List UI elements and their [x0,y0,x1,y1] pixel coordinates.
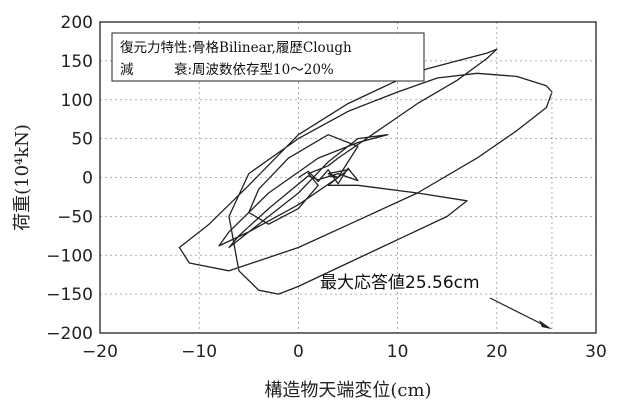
annotation-line-1: 復元力特性:骨格Bilinear,履歴Clough [120,39,352,56]
callout-arrow [489,297,549,328]
y-tick-label: 0 [82,169,93,189]
x-tick-labels: −20 −10 0 10 20 30 [82,342,607,362]
y-tick-label: 50 [71,130,93,150]
x-tick-label: 0 [293,342,304,362]
y-tick-labels: 200 150 100 50 0 −50 −100 −150 −200 [46,13,93,344]
y-axis-title: 荷重(10⁴kN) [12,124,33,231]
annotation-box: 復元力特性:骨格Bilinear,履歴Clough 減 衰:周波数依存型10～2… [111,32,425,82]
series-layer [178,48,553,295]
y-tick-label: 150 [61,52,93,72]
y-tick-label: −100 [46,246,93,266]
x-tick-label: −10 [181,342,217,362]
x-tick-label: 10 [387,342,409,362]
x-tick-label: −20 [82,342,118,362]
plot-frame [99,21,597,334]
y-tick-label: 200 [61,13,93,33]
x-axis-title: 構造物天端変位(cm) [264,380,431,401]
y-tick-label: −150 [46,285,93,305]
x-tick-label: 30 [585,342,607,362]
callout-label: 最大応答値25.56cm [320,273,480,293]
hysteresis-loop-line [178,48,553,295]
annotation-line-2: 減 衰:周波数依存型10～20% [120,61,334,78]
y-tick-label: −200 [46,324,93,344]
callout-arrowhead [538,320,552,330]
y-tick-label: 100 [61,91,93,111]
x-tick-label: 20 [486,342,508,362]
y-tick-label: −50 [57,207,93,227]
max-response-callout: 最大応答値25.56cm [320,91,553,333]
